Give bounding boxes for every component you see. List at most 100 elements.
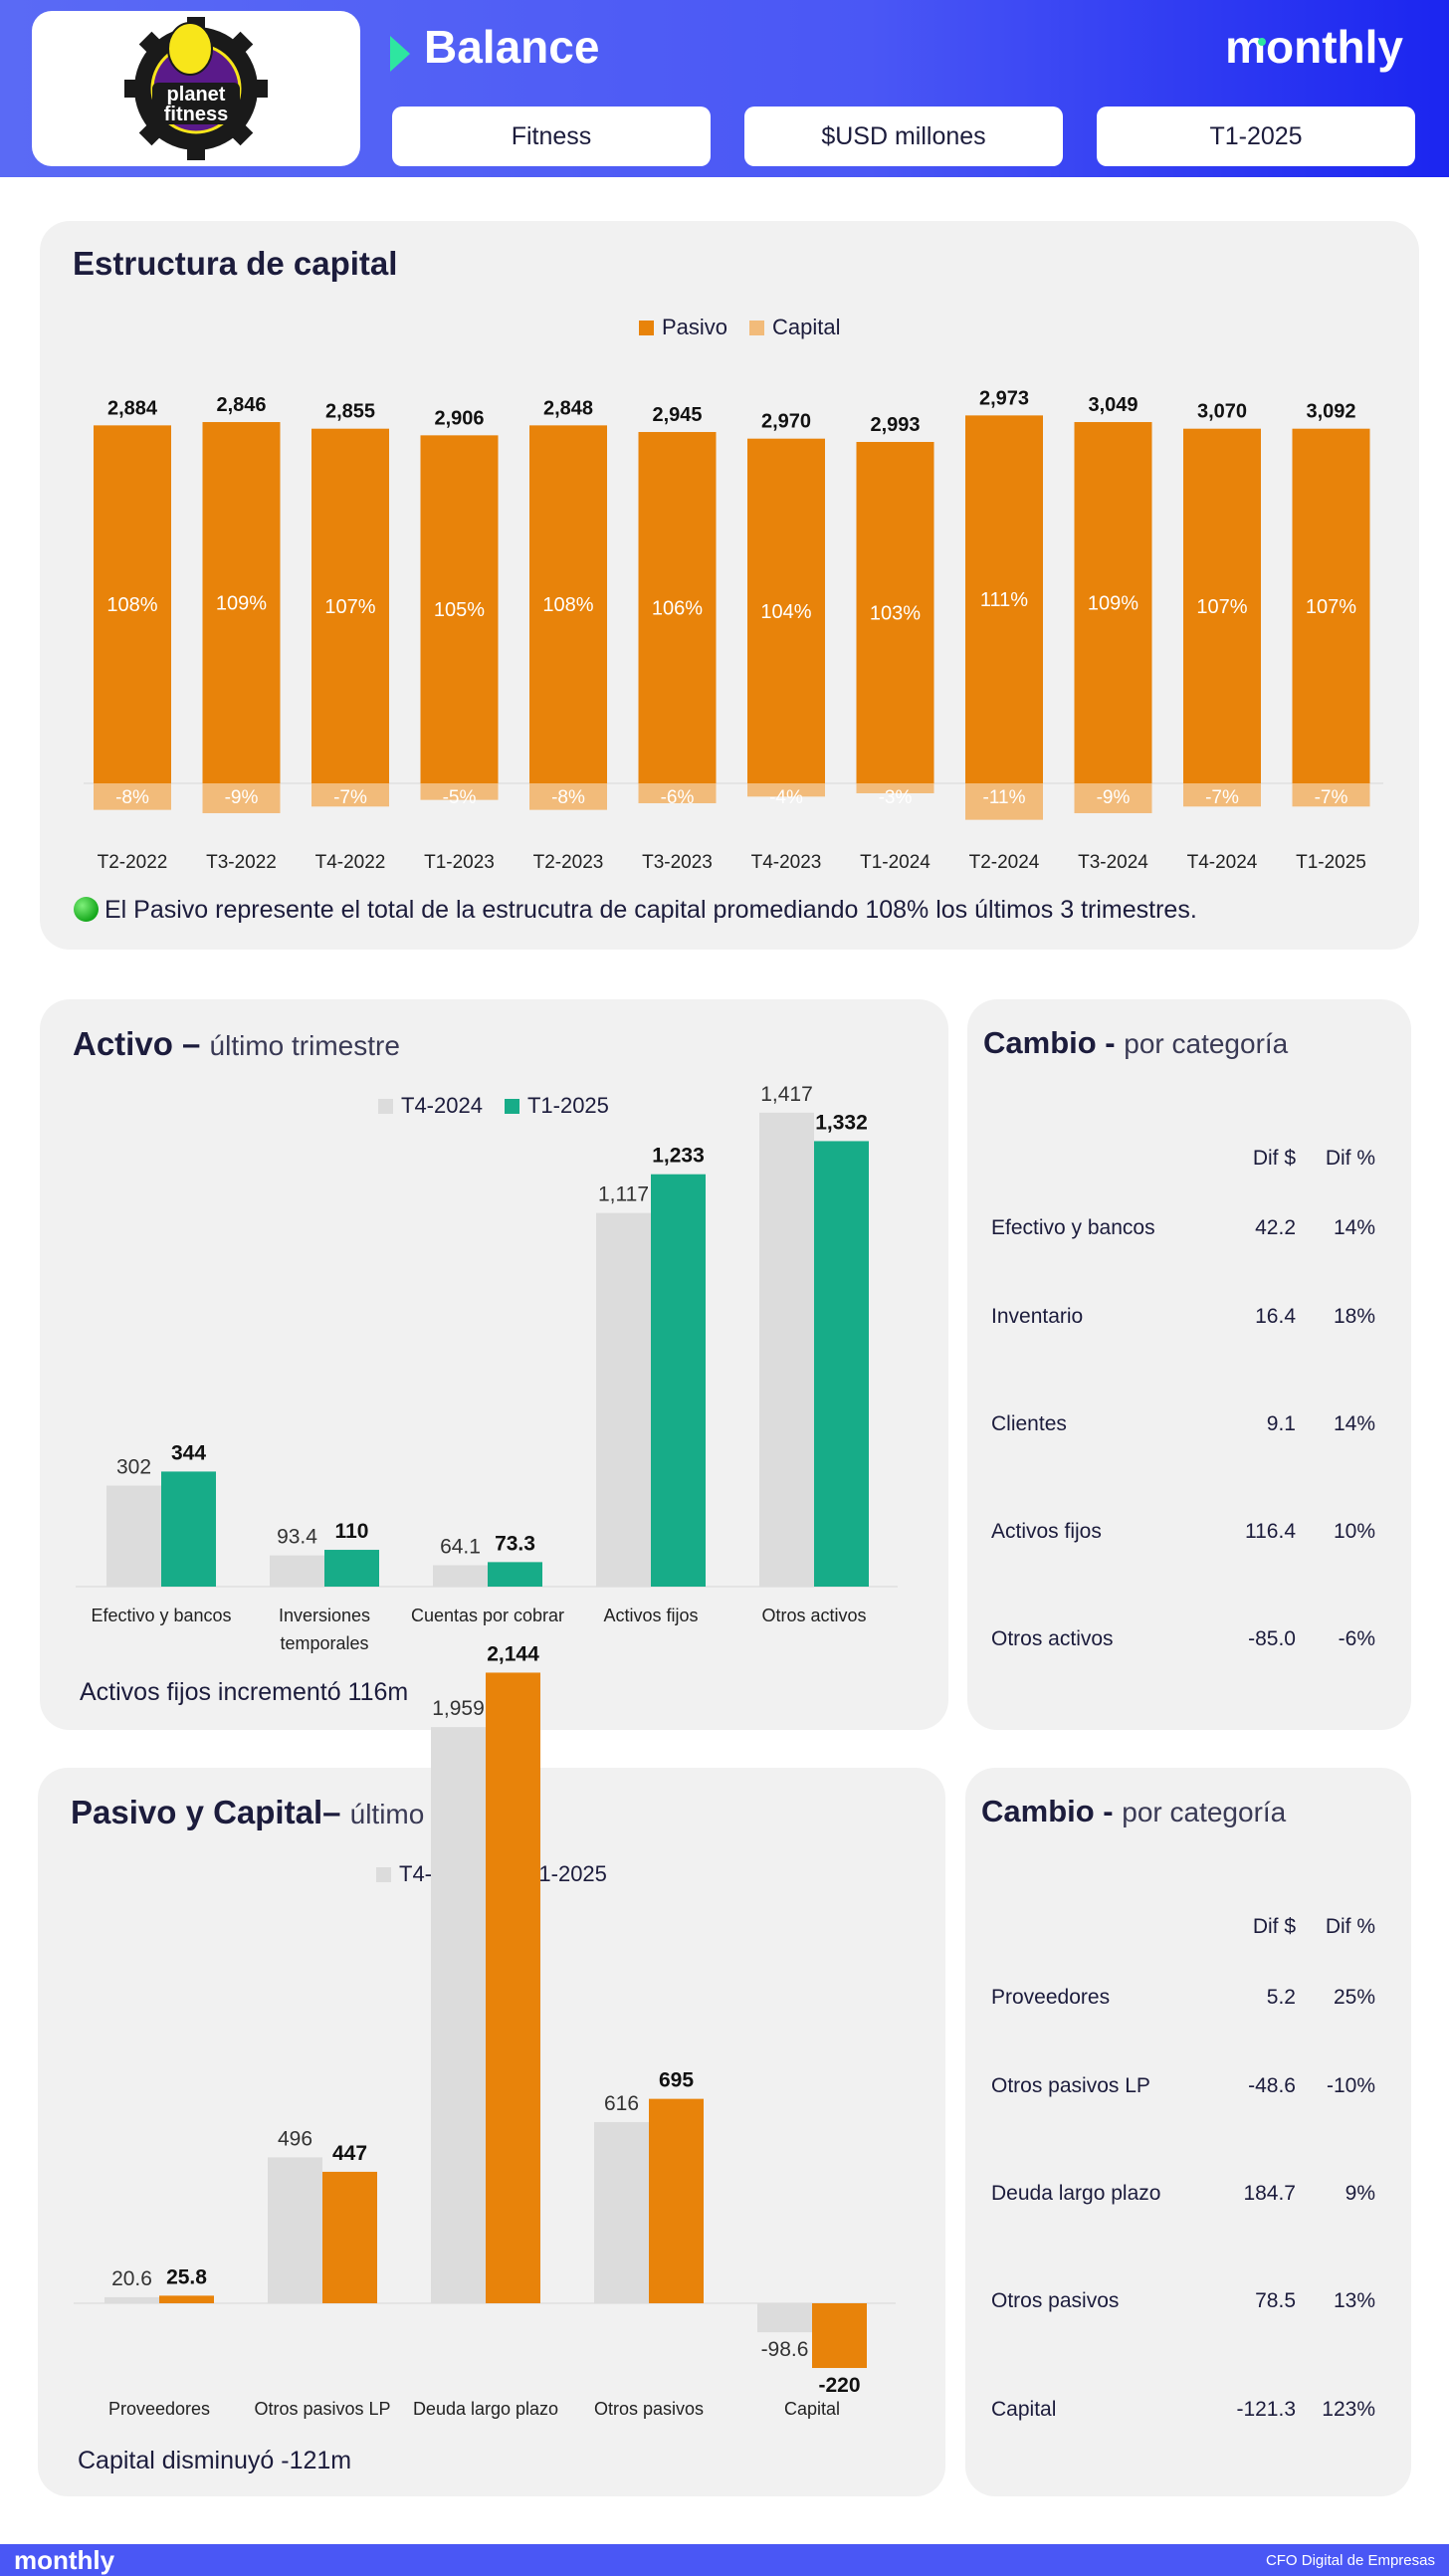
filter-units[interactable]: $USD millones	[744, 107, 1063, 166]
x-tick-label: Capital	[784, 2399, 840, 2419]
row-pct: 14%	[1333, 1412, 1375, 1435]
bar-capital-label: -9%	[1097, 787, 1131, 808]
bar-capital	[856, 783, 934, 793]
bar-value-label: 2,144	[487, 1642, 539, 1665]
bar-capital	[638, 783, 717, 803]
status-green-icon	[74, 897, 99, 922]
table-row: Otros activos -85.0 -6%	[991, 1627, 1375, 1657]
bar-capital-label: -3%	[879, 787, 913, 808]
row-label: Otros pasivos LP	[991, 2074, 1150, 2097]
row-pct: 13%	[1333, 2289, 1375, 2312]
row-label: Activos fijos	[991, 1520, 1102, 1543]
bar-pasivo	[311, 428, 389, 783]
title-arrow-icon	[390, 36, 410, 72]
brand-name: monthly	[1225, 21, 1403, 73]
bar-t1-2025	[488, 1562, 542, 1587]
pasivo-note: Capital disminuyó -121m	[78, 2447, 352, 2474]
bar-pasivo	[1183, 428, 1261, 783]
bar-pasivo	[856, 442, 934, 783]
bar-pasivo	[638, 432, 717, 783]
bar-capital	[747, 783, 825, 797]
bar-t4-2024	[106, 1485, 161, 1587]
row-diff: 42.2	[1255, 1216, 1296, 1239]
activo-chart: 302 344 Efectivo y bancos 93.4 110 Inversione…	[76, 1083, 898, 1653]
bar-capital-label: -6%	[661, 787, 695, 808]
capital-structure-note-text: El Pasivo represente el total de la estr…	[104, 896, 1197, 924]
legend-label-t4-2024: T4-2024	[401, 1093, 483, 1118]
col-header-pct: Dif %	[1325, 1915, 1375, 1938]
x-tick-label: T3-2023	[642, 852, 713, 873]
bar-t1-2025	[324, 1550, 379, 1587]
bar-capital-label: -7%	[1205, 787, 1239, 808]
bar-value-label: 447	[332, 2142, 367, 2165]
table-row: Otros pasivos 78.5 13%	[991, 2289, 1375, 2319]
header-banner: planet fitness Balance monthly Fitness $…	[0, 0, 1449, 177]
bar-value-label: 496	[278, 2127, 312, 2150]
page-title: Balance	[424, 21, 600, 73]
bar-capital-label: -11%	[983, 787, 1026, 808]
bar-pasivo-label: 107%	[324, 596, 375, 618]
bar-total-label: 2,906	[434, 407, 484, 429]
capital-structure-note: El Pasivo represente el total de la estr…	[74, 896, 1197, 925]
x-tick-label: T2-2024	[969, 852, 1040, 873]
row-pct: -6%	[1338, 1627, 1375, 1650]
row-label: Clientes	[991, 1412, 1067, 1435]
bar-capital	[202, 783, 281, 813]
bar-pasivo-label: 109%	[216, 593, 267, 615]
bar-capital-label: -8%	[115, 787, 149, 808]
x-tick-label-line2: temporales	[280, 1633, 368, 1653]
x-tick-label: Deuda largo plazo	[413, 2399, 558, 2419]
bar-pasivo	[94, 425, 171, 783]
bar-t1-2025	[322, 2171, 377, 2303]
bar-t1-2025	[486, 1672, 540, 2303]
legend-label-capital: Capital	[772, 315, 841, 339]
bar-pasivo-label: 107%	[1306, 596, 1356, 618]
bar-t4-2024	[431, 1727, 486, 2303]
svg-text:planet: planet	[167, 84, 226, 106]
bar-capital	[1183, 783, 1261, 807]
bar-capital	[529, 783, 607, 810]
bar-pasivo-label: 109%	[1088, 593, 1138, 615]
bar-t1-2025	[812, 2303, 867, 2369]
bar-value-label: -220	[818, 2374, 860, 2397]
bar-value-label: 1,417	[760, 1083, 813, 1106]
bar-value-label: 344	[171, 1441, 206, 1464]
bar-capital-label: -9%	[225, 787, 259, 808]
bar-total-label: 3,092	[1306, 401, 1355, 423]
bar-value-label: 1,959	[432, 1697, 485, 1720]
bar-value-label: 302	[116, 1456, 151, 1479]
pasivo-change-title-main: Cambio -	[981, 1794, 1114, 1828]
bar-value-label: 1,117	[598, 1183, 649, 1206]
row-label: Capital	[991, 2398, 1057, 2421]
footer-bar: monthly CFO Digital de Empresas	[0, 2544, 1449, 2576]
x-tick-label: Otros pasivos	[594, 2399, 704, 2419]
table-row: Efectivo y bancos 42.2 14%	[991, 1216, 1375, 1246]
footer-tagline: CFO Digital de Empresas	[1265, 2552, 1435, 2569]
filter-industry[interactable]: Fitness	[392, 107, 711, 166]
row-pct: 25%	[1333, 1986, 1375, 2009]
bar-capital	[1074, 783, 1152, 813]
row-diff: 9.1	[1266, 1412, 1296, 1435]
bar-total-label: 3,049	[1088, 394, 1138, 416]
activo-card: Activo – último trimestre T4-2024 T1-202…	[40, 999, 948, 1730]
legend-swatch-pasivo	[639, 320, 654, 335]
x-tick-label: Proveedores	[108, 2399, 210, 2419]
bar-t4-2024	[594, 2121, 649, 2303]
col-header-diff: Dif $	[1252, 1147, 1296, 1170]
col-header-diff: Dif $	[1252, 1915, 1296, 1938]
row-diff: 116.4	[1245, 1520, 1296, 1543]
row-pct: -10%	[1326, 2074, 1375, 2097]
row-label: Otros activos	[991, 1627, 1114, 1650]
bar-pasivo	[965, 415, 1043, 783]
bar-pasivo-label: 105%	[434, 599, 485, 621]
row-pct: 9%	[1345, 2182, 1375, 2205]
bar-t4-2024	[757, 2303, 812, 2333]
filter-period[interactable]: T1-2025	[1097, 107, 1415, 166]
legend-swatch-t4-2024	[378, 1098, 393, 1114]
table-row: Proveedores 5.2 25%	[991, 1986, 1375, 2016]
pasivo-card: Pasivo y Capital– último trimestre T4-20…	[38, 1642, 945, 2496]
legend-swatch-t1-2025	[504, 1098, 519, 1114]
bar-value-label: 695	[659, 2069, 694, 2092]
row-label: Efectivo y bancos	[991, 1216, 1155, 1239]
bar-value-label: 110	[335, 1520, 369, 1543]
